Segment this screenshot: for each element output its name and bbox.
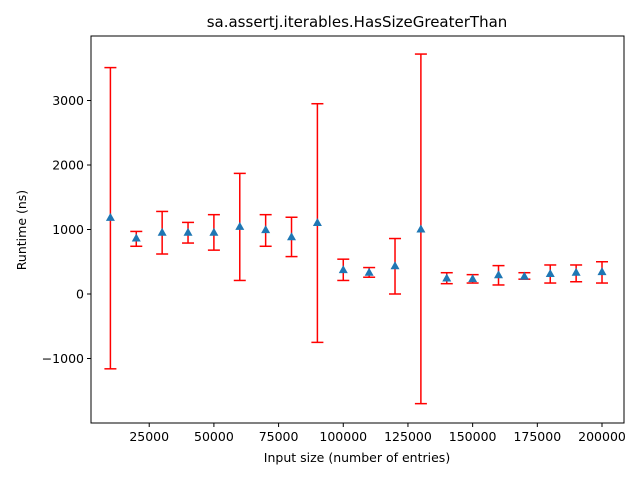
data-point-marker: [287, 232, 297, 241]
data-point-marker: [442, 273, 452, 282]
data-point-marker: [157, 227, 167, 236]
data-point-marker: [468, 274, 478, 283]
data-point-marker: [209, 227, 219, 236]
y-tick-label: −1000: [42, 351, 84, 366]
y-tick-label: 0: [76, 287, 84, 302]
data-point-marker: [338, 265, 348, 274]
x-tick-label: 25000: [129, 429, 169, 444]
data-point-marker: [545, 269, 555, 278]
data-point-marker: [131, 233, 141, 242]
y-tick-label: 3000: [52, 93, 84, 108]
tick-group: 25000 50000 75000 100000 125000 150000 175000 2…: [42, 93, 626, 444]
marker-group: [105, 212, 607, 283]
plot-frame: [90, 35, 625, 424]
x-tick-label: 175000: [513, 429, 561, 444]
data-point-marker: [597, 267, 607, 276]
y-axis-label: Runtime (ns): [14, 190, 29, 270]
data-point-marker: [494, 270, 504, 279]
y-tick-label: 2000: [52, 158, 84, 173]
data-point-marker: [519, 271, 529, 280]
data-point-marker: [416, 224, 426, 233]
chart-title: sa.assertj.iterables.HasSizeGreaterThan: [207, 13, 508, 31]
x-tick-label: 150000: [449, 429, 497, 444]
data-point-marker: [364, 267, 374, 276]
x-tick-label: 125000: [384, 429, 432, 444]
x-tick-label: 50000: [194, 429, 234, 444]
x-tick-label: 200000: [578, 429, 626, 444]
data-point-marker: [312, 218, 322, 227]
data-point-marker: [235, 221, 245, 230]
y-tick-label: 1000: [52, 222, 84, 237]
x-tick-label: 75000: [259, 429, 299, 444]
data-point-marker: [261, 225, 271, 234]
x-axis-label: Input size (number of entries): [264, 450, 450, 465]
data-point-marker: [390, 261, 400, 270]
x-tick-label: 100000: [319, 429, 367, 444]
data-point-marker: [183, 227, 193, 236]
data-point-marker: [105, 212, 115, 221]
data-point-marker: [571, 267, 581, 276]
